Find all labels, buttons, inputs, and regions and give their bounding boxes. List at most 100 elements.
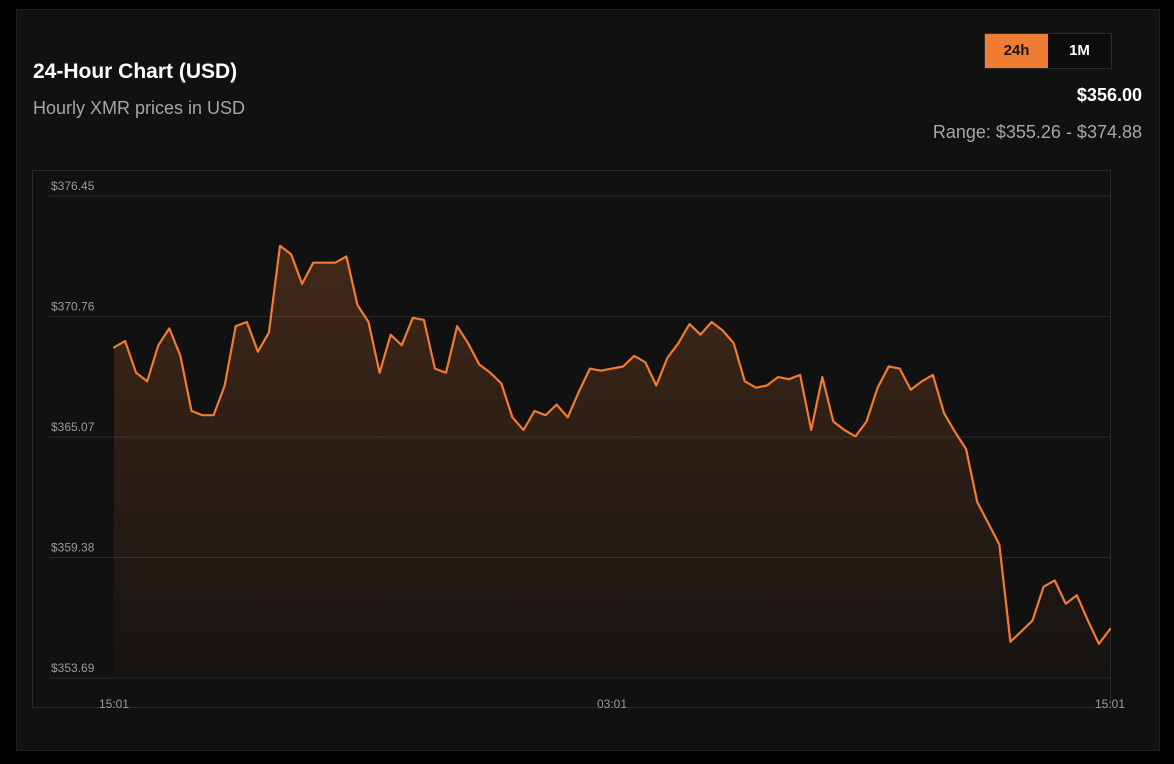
price-point — [201, 413, 205, 417]
price-point — [311, 261, 315, 265]
price-point — [688, 322, 692, 326]
price-point — [544, 413, 548, 417]
x-tick-label: 03:01 — [597, 697, 627, 711]
price-point — [256, 350, 260, 354]
price-point — [588, 367, 592, 371]
chart-title: 24-Hour Chart (USD) — [33, 60, 238, 83]
price-point — [522, 428, 526, 432]
price-point — [577, 390, 581, 394]
price-point — [367, 320, 371, 324]
price-point — [665, 356, 669, 360]
price-point — [466, 341, 470, 345]
current-price: $356.00 — [1076, 85, 1142, 105]
y-tick-label: $365.07 — [51, 420, 95, 434]
price-point — [156, 343, 160, 347]
price-point — [754, 386, 758, 390]
price-point — [942, 411, 946, 415]
price-point — [1075, 593, 1079, 597]
price-point — [444, 371, 448, 375]
price-point — [488, 371, 492, 375]
price-point — [433, 367, 437, 371]
price-point — [1097, 642, 1101, 646]
price-point — [721, 329, 725, 333]
price-point — [1042, 585, 1046, 589]
price-point — [765, 384, 769, 388]
price-point — [455, 324, 459, 328]
price-point — [654, 384, 658, 388]
price-point — [831, 420, 835, 424]
price-point — [854, 434, 858, 438]
price-point — [134, 371, 138, 375]
price-point — [245, 320, 249, 324]
plot-area — [32, 170, 1111, 708]
timeframe-24h-button[interactable]: 24h — [985, 34, 1048, 68]
price-point — [1086, 619, 1090, 623]
price-point — [400, 343, 404, 347]
price-point — [411, 316, 415, 320]
price-area — [114, 245, 1110, 679]
price-point — [289, 252, 293, 256]
price-point — [986, 521, 990, 525]
chart-subtitle: Hourly XMR prices in USD — [33, 98, 246, 118]
price-point — [1064, 602, 1068, 606]
price-point — [123, 339, 127, 343]
price-point — [378, 371, 382, 375]
price-point — [333, 261, 337, 265]
price-point — [842, 428, 846, 432]
price-point — [267, 331, 271, 335]
price-point — [278, 244, 282, 248]
price-point — [710, 320, 714, 324]
price-point — [699, 333, 703, 337]
price-point — [975, 500, 979, 504]
price-point — [477, 362, 481, 366]
price-point — [876, 386, 880, 390]
price-point — [322, 261, 326, 265]
price-point — [499, 381, 503, 385]
y-tick-label: $359.38 — [51, 541, 95, 555]
price-point — [1053, 578, 1057, 582]
price-point — [1008, 640, 1012, 644]
price-point — [865, 420, 869, 424]
price-point — [787, 377, 791, 381]
x-tick-label: 15:01 — [99, 697, 129, 711]
price-point — [997, 542, 1001, 546]
price-point — [898, 367, 902, 371]
price-point — [931, 373, 935, 377]
price-point — [555, 403, 559, 407]
price-point — [743, 379, 747, 383]
y-tick-label: $370.76 — [51, 300, 95, 314]
price-range: Range: $355.26 - $374.88 — [932, 122, 1142, 142]
y-tick-label: $353.69 — [51, 661, 95, 675]
price-point — [599, 369, 603, 373]
price-point — [610, 367, 614, 371]
price-point — [510, 415, 514, 419]
price-point — [643, 360, 647, 364]
price-point — [964, 447, 968, 451]
price-point — [953, 430, 957, 434]
price-point — [1031, 619, 1035, 623]
y-tick-label: $376.45 — [51, 179, 95, 193]
price-point — [887, 365, 891, 369]
price-point — [300, 282, 304, 286]
price-point — [212, 413, 216, 417]
timeframe-1m-button[interactable]: 1M — [1069, 42, 1090, 59]
price-point — [178, 354, 182, 358]
price-point — [1108, 627, 1112, 631]
price-line — [112, 244, 1112, 645]
price-point — [909, 388, 913, 392]
x-tick-label: 15:01 — [1095, 697, 1125, 711]
price-point — [389, 333, 393, 337]
price-point — [621, 365, 625, 369]
price-point — [820, 375, 824, 379]
price-point — [112, 345, 116, 349]
price-point — [234, 324, 238, 328]
price-point — [190, 409, 194, 413]
price-point — [145, 379, 149, 383]
price-point — [632, 354, 636, 358]
price-point — [732, 341, 736, 345]
price-point — [223, 384, 227, 388]
price-point — [344, 254, 348, 258]
price-point — [920, 379, 924, 383]
timeframe-toggle: 24h 1M — [984, 33, 1112, 69]
